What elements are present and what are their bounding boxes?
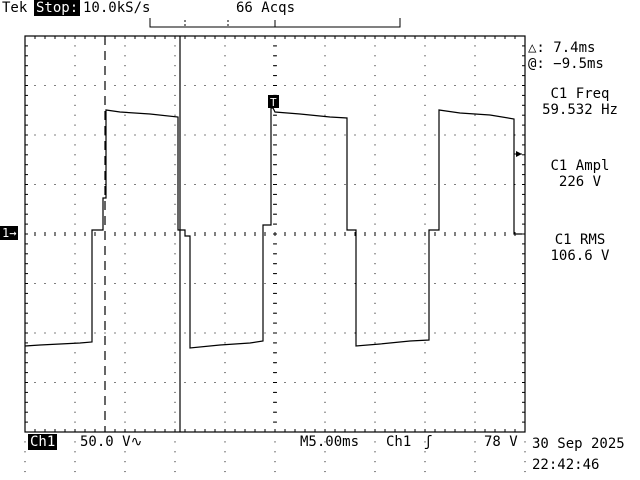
cursor-delta-readout: △: 7.4ms: [528, 40, 596, 56]
run-state-badge[interactable]: Stop:: [34, 0, 81, 16]
trigger-level: 78 V: [484, 434, 518, 450]
measurement-1-label: C1 Freq: [550, 86, 610, 102]
time-stamp: 22:42:46: [532, 457, 600, 473]
measurement-2-label: C1 Ampl: [550, 158, 610, 174]
sample-rate: 10.0kS/s: [83, 0, 151, 16]
trigger-position-marker[interactable]: [268, 95, 279, 108]
channel-1-ground-marker[interactable]: 1→: [0, 226, 19, 240]
timebase-setting: M5.00ms: [300, 434, 360, 450]
measurement-3-value: 106.6 V: [550, 248, 610, 264]
record-window-bracket: [149, 18, 401, 28]
measurement-1-value: 59.532 Hz: [542, 102, 618, 118]
measurement-2-value: 226 V: [558, 174, 602, 190]
volts-per-division: 50.0 V∿: [80, 434, 143, 450]
date-stamp: 30 Sep 2025: [532, 436, 625, 452]
channel-badge[interactable]: Ch1: [28, 434, 58, 450]
measurement-3-label: C1 RMS: [554, 232, 606, 248]
trigger-source: Ch1: [386, 434, 412, 450]
brand-label: Tek: [2, 0, 28, 16]
channel-1-trace: [24, 107, 522, 349]
cursor-position-readout: @: −9.5ms: [528, 56, 604, 72]
svg-text:T: T: [270, 96, 277, 109]
acquisition-count: 66 Acqs: [236, 0, 296, 16]
graticule: [24, 35, 526, 473]
trigger-slope-icon: ʃ: [424, 434, 433, 450]
